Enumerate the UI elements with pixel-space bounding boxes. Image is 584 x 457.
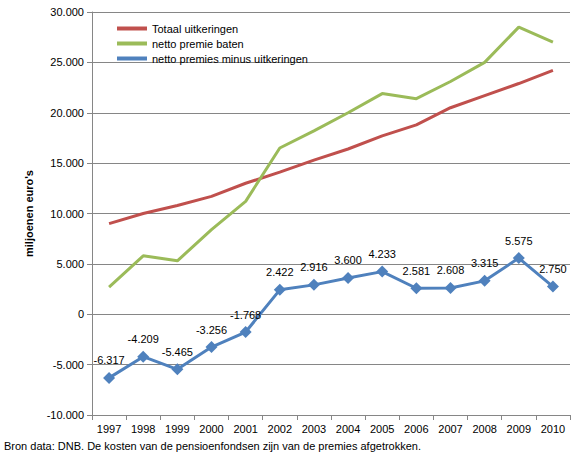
svg-text:1999: 1999: [165, 423, 189, 435]
svg-text:-5.000: -5.000: [53, 359, 84, 371]
svg-text:20.000: 20.000: [50, 107, 84, 119]
svg-text:10.000: 10.000: [50, 208, 84, 220]
svg-text:miljoenen euro's: miljoenen euro's: [23, 170, 35, 257]
svg-text:4.233: 4.233: [368, 248, 396, 260]
svg-text:3.600: 3.600: [334, 254, 362, 266]
svg-text:Totaal uitkeringen: Totaal uitkeringen: [152, 23, 238, 35]
svg-text:5.000: 5.000: [56, 258, 84, 270]
svg-text:Bron data: DNB. De kosten van: Bron data: DNB. De kosten van de pensioe…: [4, 440, 421, 452]
svg-text:25.000: 25.000: [50, 56, 84, 68]
svg-text:2006: 2006: [404, 423, 428, 435]
svg-text:-10.000: -10.000: [47, 409, 84, 421]
svg-text:netto premies minus uitkeringe: netto premies minus uitkeringen: [152, 53, 308, 65]
svg-text:30.000: 30.000: [50, 6, 84, 18]
svg-text:2003: 2003: [302, 423, 326, 435]
svg-text:2007: 2007: [438, 423, 462, 435]
svg-text:2.608: 2.608: [437, 264, 465, 276]
svg-text:2.422: 2.422: [266, 266, 294, 278]
svg-text:1998: 1998: [131, 423, 155, 435]
svg-text:2008: 2008: [472, 423, 496, 435]
svg-text:-4.209: -4.209: [128, 333, 159, 345]
svg-text:0: 0: [78, 308, 84, 320]
svg-text:-5.465: -5.465: [162, 346, 193, 358]
svg-text:-6.317: -6.317: [93, 354, 124, 366]
svg-text:-3.256: -3.256: [196, 324, 227, 336]
svg-text:2009: 2009: [507, 423, 531, 435]
svg-text:2.750: 2.750: [539, 263, 567, 275]
svg-text:1997: 1997: [97, 423, 121, 435]
svg-text:2005: 2005: [370, 423, 394, 435]
svg-text:5.575: 5.575: [505, 235, 533, 247]
svg-text:-1.768: -1.768: [230, 309, 261, 321]
svg-text:2000: 2000: [199, 423, 223, 435]
svg-text:netto premie baten: netto premie baten: [152, 38, 244, 50]
svg-text:2.916: 2.916: [300, 261, 328, 273]
svg-text:15.000: 15.000: [50, 157, 84, 169]
svg-text:2001: 2001: [233, 423, 257, 435]
svg-text:3.315: 3.315: [471, 257, 499, 269]
svg-text:2004: 2004: [336, 423, 360, 435]
svg-text:2002: 2002: [268, 423, 292, 435]
svg-text:2.581: 2.581: [403, 265, 431, 277]
svg-text:2010: 2010: [541, 423, 565, 435]
